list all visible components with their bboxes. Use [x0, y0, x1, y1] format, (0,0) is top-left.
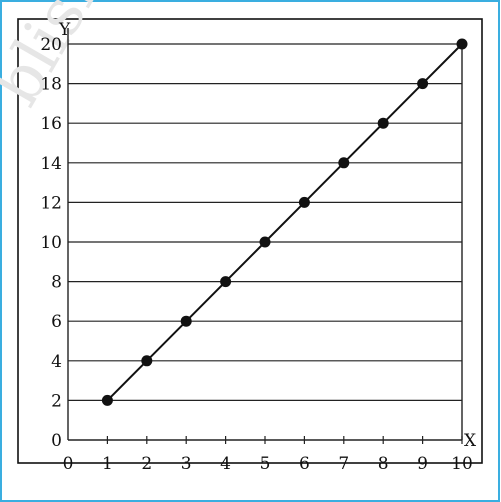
- x-axis-label: X: [464, 431, 477, 451]
- x-tick-label: 5: [260, 454, 271, 474]
- series-layer: [101, 38, 468, 406]
- y-tick-label: 4: [51, 352, 62, 372]
- y-tick-label: 16: [40, 114, 62, 134]
- data-point: [259, 236, 271, 248]
- y-tick-label: 0: [51, 431, 62, 451]
- y-tick-label: 12: [40, 193, 62, 213]
- y-tick-label: 2: [51, 391, 62, 411]
- data-point: [141, 355, 153, 367]
- data-point: [298, 196, 310, 208]
- x-tick-label: 4: [220, 454, 231, 474]
- data-point: [377, 117, 389, 129]
- y-axis-label: Y: [58, 20, 71, 40]
- grid-lines: [68, 43, 462, 401]
- watermark-text: blished: [0, 0, 161, 118]
- y-tick-label: 14: [40, 154, 62, 174]
- x-tick-label: 9: [417, 454, 428, 474]
- y-tick-label: 18: [40, 75, 62, 95]
- x-tick-label: 2: [141, 454, 152, 474]
- x-tick-label: 10: [451, 454, 473, 474]
- data-point: [417, 78, 429, 90]
- x-tick-label: 7: [338, 454, 349, 474]
- axes: [67, 28, 463, 444]
- y-tick-label: 6: [51, 312, 62, 332]
- data-point: [180, 315, 192, 327]
- y-tick-label: 8: [51, 273, 62, 293]
- inner-plot-border: [17, 18, 483, 464]
- y-tick-label: 20: [40, 35, 62, 55]
- x-tick-label: 0: [63, 454, 74, 474]
- x-tick-label: 3: [181, 454, 192, 474]
- data-point: [101, 394, 113, 406]
- x-tick-label: 8: [378, 454, 389, 474]
- y-tick-label: 10: [40, 233, 62, 253]
- data-point: [220, 276, 232, 288]
- data-point: [338, 157, 350, 169]
- data-point: [456, 38, 468, 50]
- series-line: [106, 43, 463, 402]
- x-tick-label: 6: [299, 454, 310, 474]
- x-tick-label: 1: [102, 454, 113, 474]
